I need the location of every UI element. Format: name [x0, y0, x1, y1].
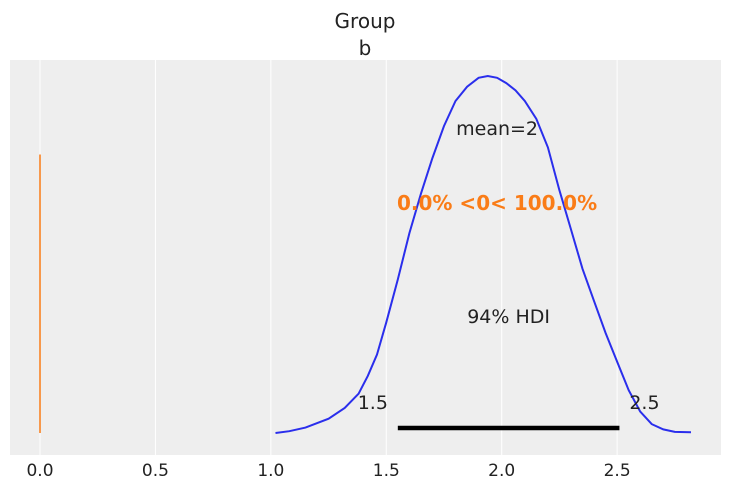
x-tick-label: 2.0: [488, 461, 515, 481]
density-curve: [275, 74, 692, 434]
chart-subtitle: b: [359, 36, 372, 60]
x-tick-label: 0.0: [26, 461, 53, 481]
hdi-label: 94% HDI: [467, 306, 550, 328]
x-tick-label: 0.5: [142, 461, 169, 481]
x-tick-label: 2.5: [604, 461, 631, 481]
chart-title: Group: [335, 9, 396, 33]
reference-value-label: 0.0% <0< 100.0%: [397, 191, 597, 215]
grid-lines: [39, 60, 618, 455]
hdi-high-label: 2.5: [629, 392, 659, 414]
plot-background: [10, 60, 721, 455]
x-tick-label: 1.5: [373, 461, 400, 481]
x-tick-label: 1.0: [257, 461, 284, 481]
point-estimate-label: mean=2: [456, 118, 538, 140]
hdi-low-label: 1.5: [358, 392, 388, 414]
x-axis-ticks: 0.0 0.5 1.0 1.5 2.0 2.5: [26, 461, 630, 481]
